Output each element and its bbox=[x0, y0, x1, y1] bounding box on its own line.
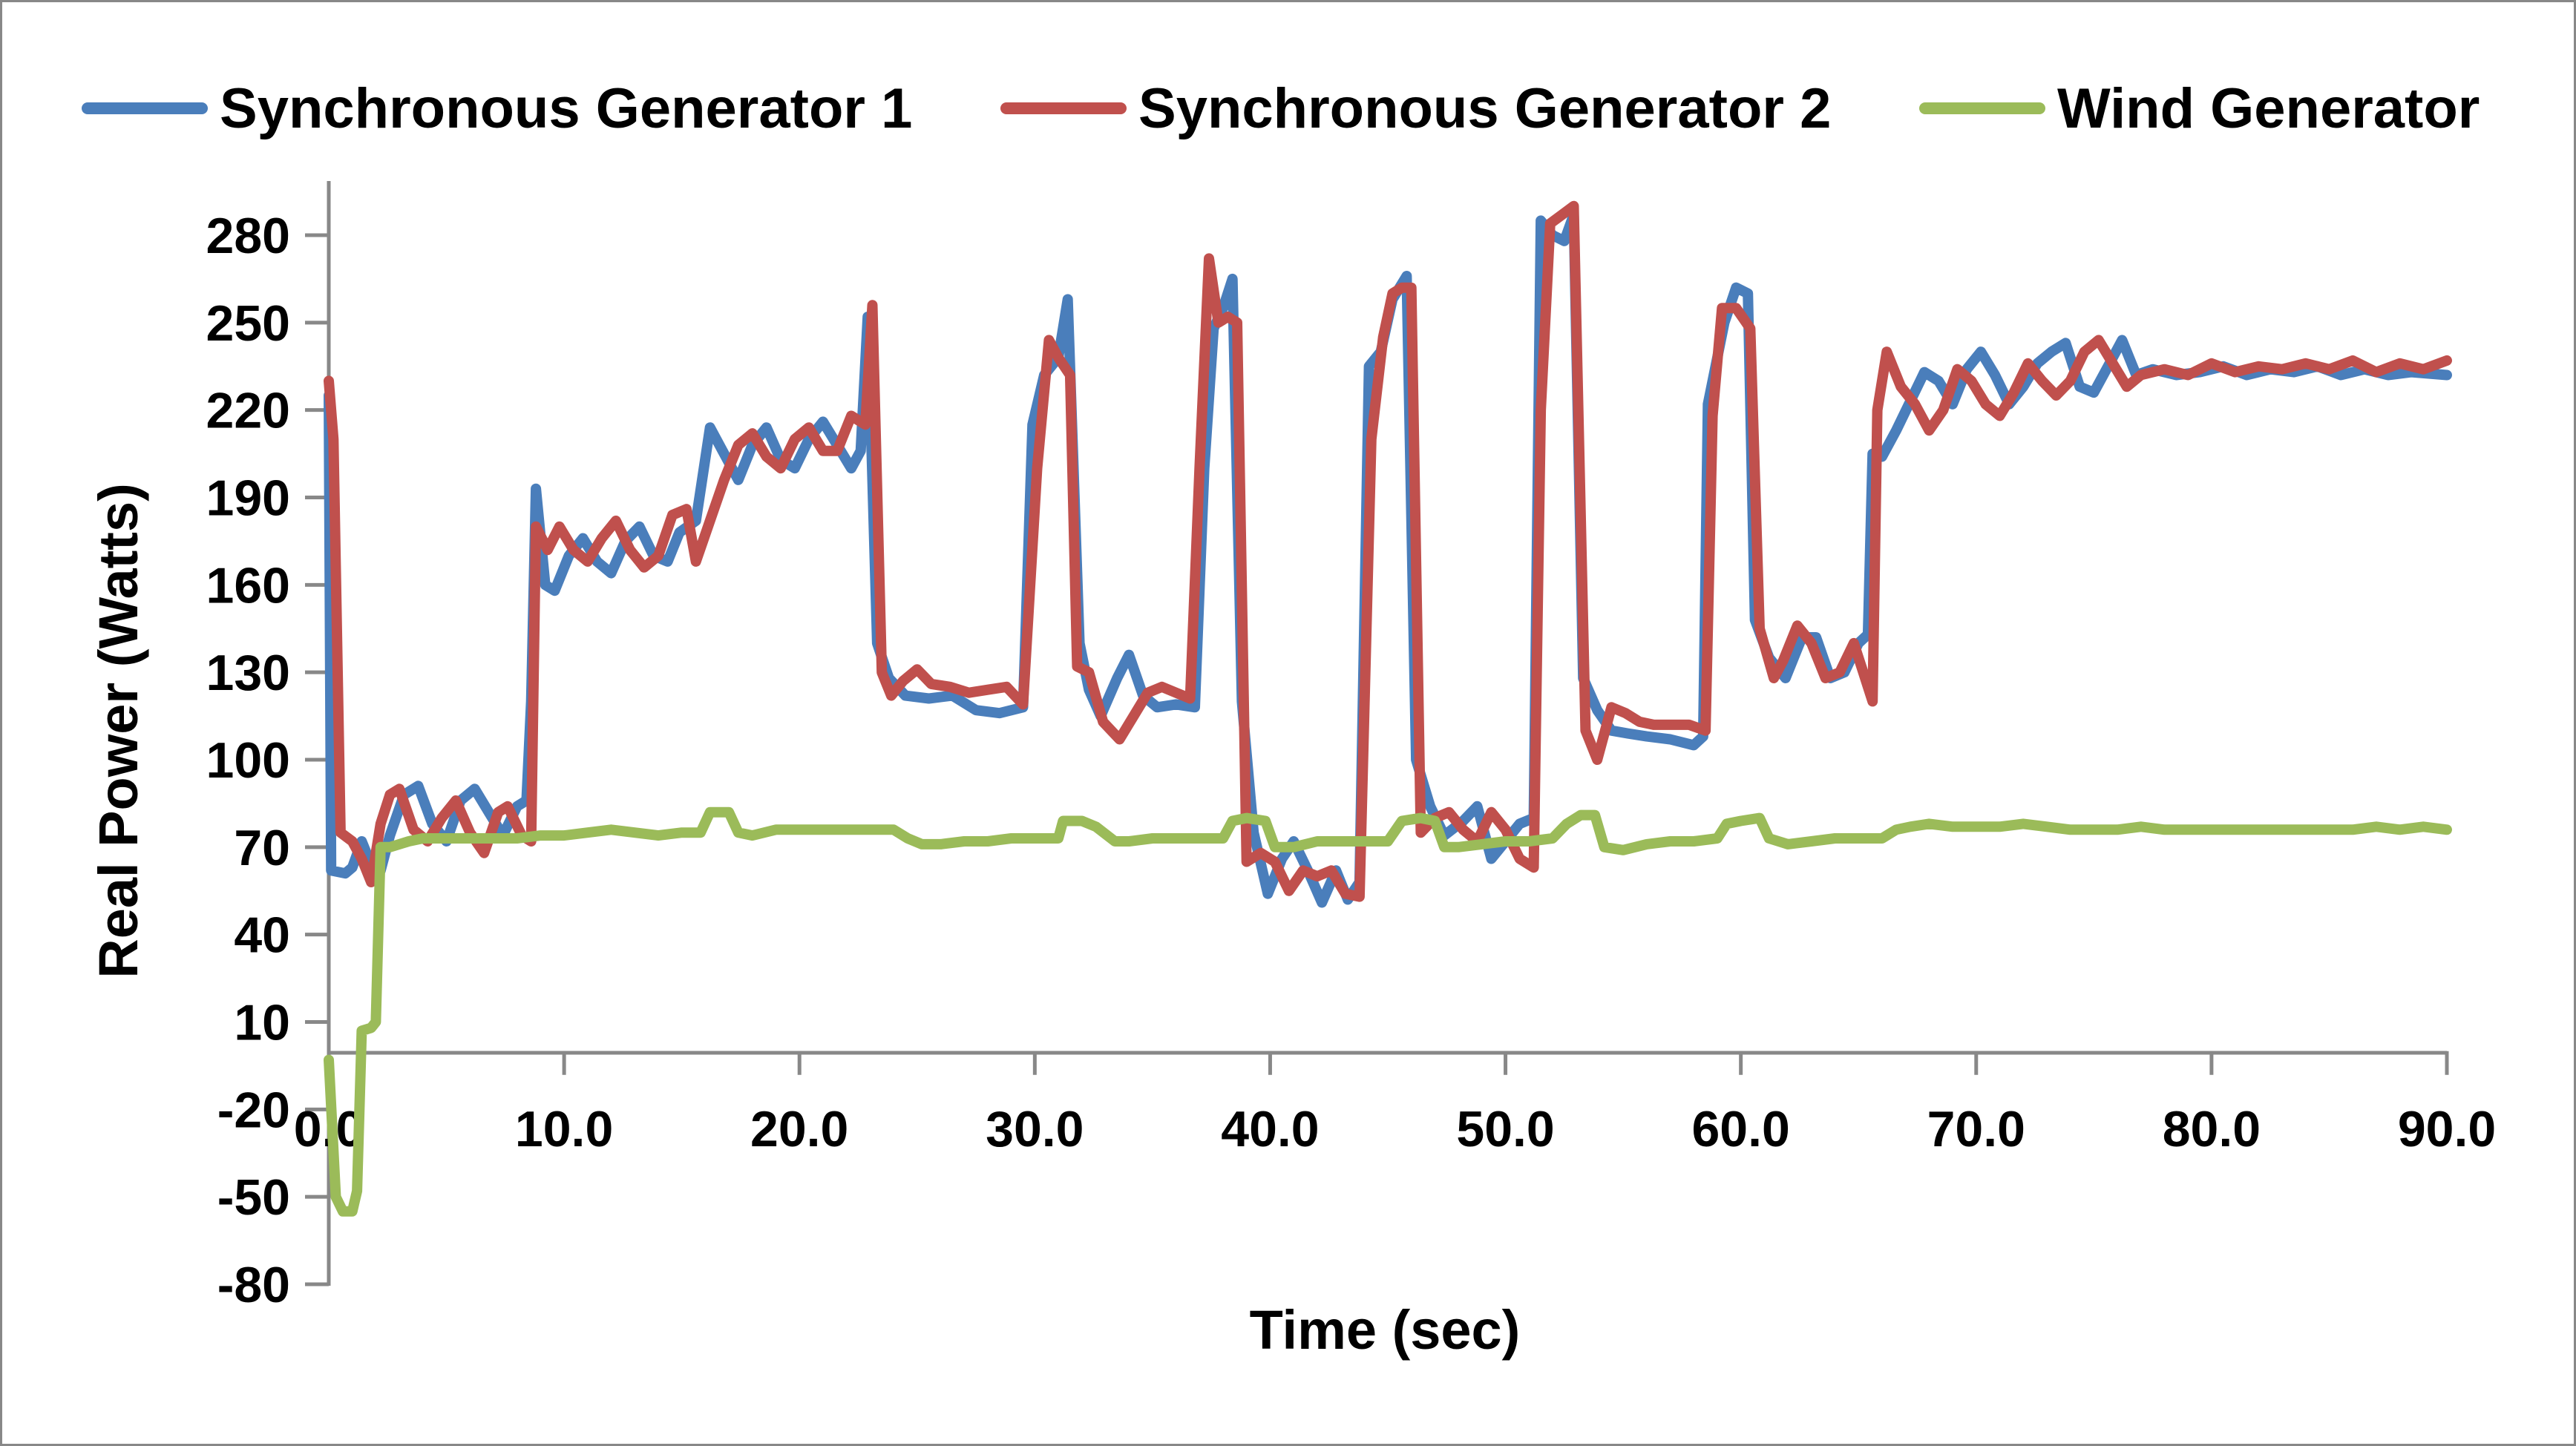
legend-item-sg1: Synchronous Generator 1 bbox=[82, 77, 912, 140]
y-tick-label: 190 bbox=[206, 470, 290, 527]
x-tick-label: 80.0 bbox=[2163, 1101, 2261, 1157]
y-tick-label: 250 bbox=[206, 295, 290, 352]
legend-label-wind: Wind Generator bbox=[2057, 77, 2480, 140]
x-axis-title: Time (sec) bbox=[1250, 1299, 1521, 1361]
y-tick-label: 160 bbox=[206, 557, 290, 614]
y-tick-label: -80 bbox=[217, 1257, 290, 1313]
legend-label-sg1: Synchronous Generator 1 bbox=[220, 77, 912, 140]
y-ticks: 280 250 220 190 160 130 100 70 40 10 -20 -50 -80 bbox=[206, 208, 329, 1313]
legend-item-wind: Wind Generator bbox=[1919, 77, 2480, 140]
y-tick-label: 10 bbox=[234, 995, 290, 1051]
x-ticks: 0.0 10.0 20.0 30.0 40.0 50.0 60.0 70.0 80.0 90.0 bbox=[294, 1051, 2496, 1157]
x-tick-label: 40.0 bbox=[1221, 1101, 1319, 1157]
y-tick-label: 280 bbox=[206, 208, 290, 264]
y-tick-label: 100 bbox=[206, 732, 290, 789]
x-tick-label: 90.0 bbox=[2398, 1101, 2496, 1157]
series-line-sg2 bbox=[324, 200, 2452, 902]
x-tick-label: 10.0 bbox=[515, 1101, 613, 1157]
y-tick-label: 130 bbox=[206, 645, 290, 701]
legend-label-sg2: Synchronous Generator 2 bbox=[1138, 77, 1831, 140]
legend-item-sg2: Synchronous Generator 2 bbox=[1000, 77, 1831, 140]
series-lines bbox=[324, 200, 2452, 1217]
y-tick-label: 220 bbox=[206, 383, 290, 439]
x-tick-label: 60.0 bbox=[1691, 1101, 1789, 1157]
x-tick-label: 70.0 bbox=[1927, 1101, 2025, 1157]
x-tick-label: 50.0 bbox=[1456, 1101, 1554, 1157]
y-tick-label: -20 bbox=[217, 1082, 290, 1138]
y-tick-label: 40 bbox=[234, 907, 290, 964]
y-tick-label: -50 bbox=[217, 1169, 290, 1226]
legend: Synchronous Generator 1 Synchronous Gene… bbox=[82, 77, 2480, 140]
y-tick-label: 70 bbox=[234, 820, 290, 876]
x-tick-label: 20.0 bbox=[750, 1101, 848, 1157]
y-axis-title: Real Power (Watts) bbox=[88, 483, 149, 978]
series-line-wind bbox=[324, 806, 2452, 1217]
x-tick-label: 30.0 bbox=[986, 1101, 1084, 1157]
